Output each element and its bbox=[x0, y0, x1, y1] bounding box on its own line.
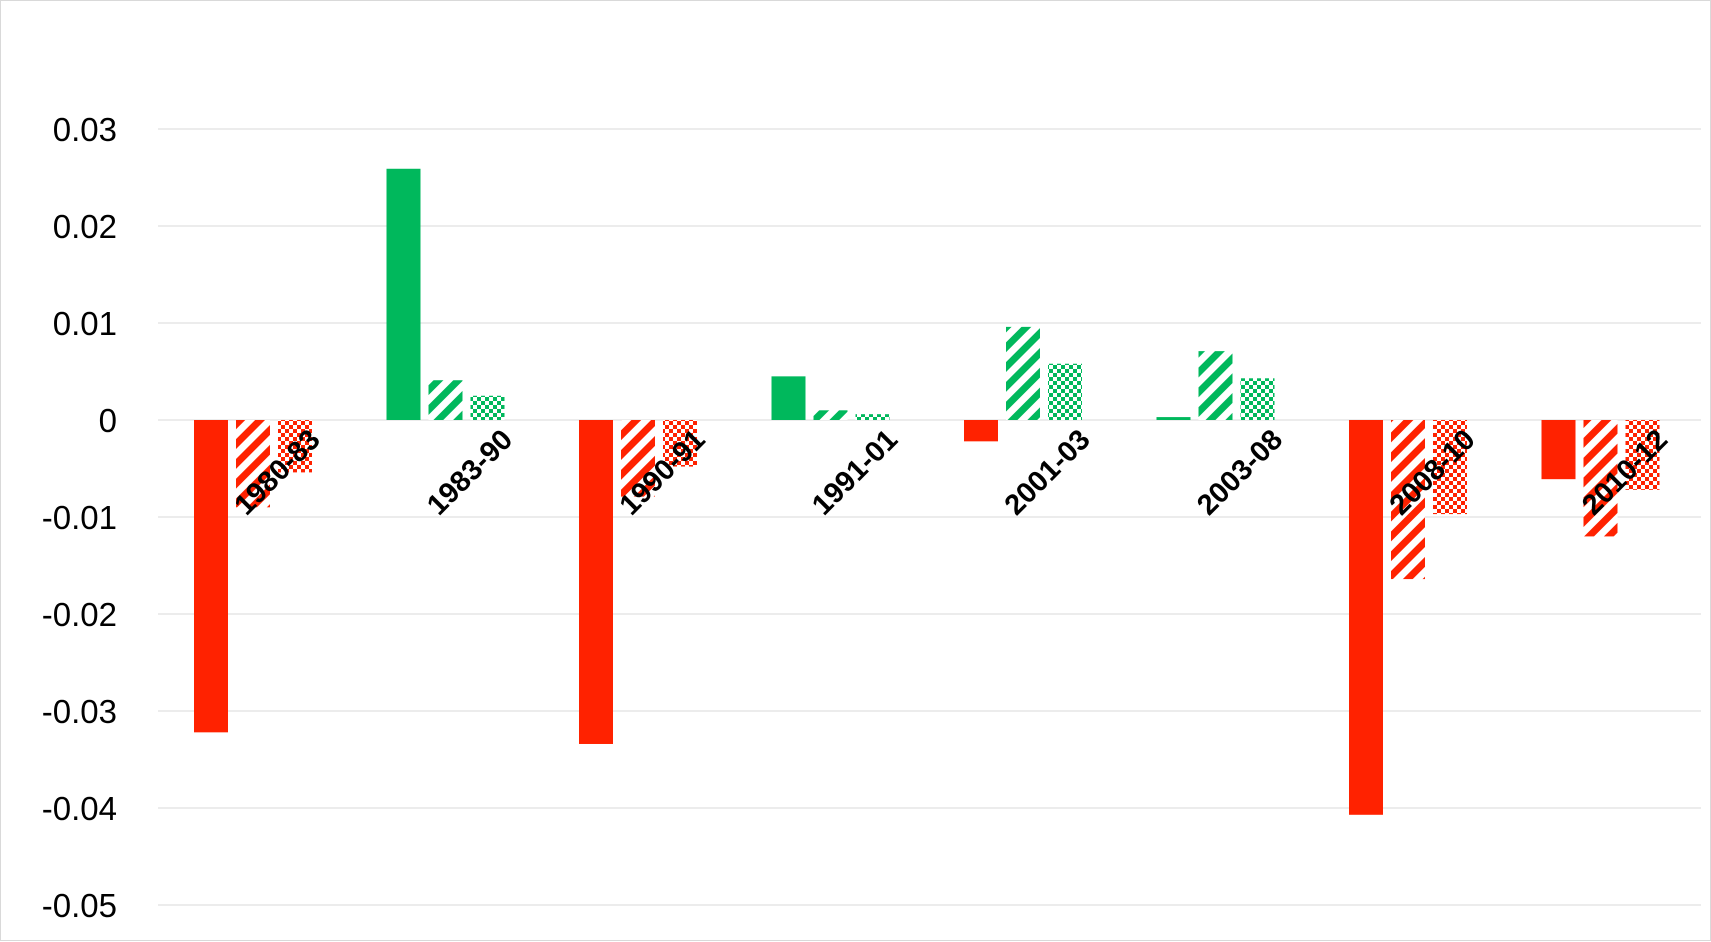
x-tick-label: 2001-03 bbox=[999, 424, 1097, 522]
bar-striped-2001-03 bbox=[1006, 326, 1040, 420]
bar-dotted-2003-08 bbox=[1240, 378, 1275, 420]
y-tick-label: 0 bbox=[99, 402, 117, 439]
bar-solid-2001-03 bbox=[964, 420, 998, 442]
y-tick-label: 0.01 bbox=[53, 305, 117, 342]
bar-dotted-1980-83 bbox=[278, 420, 312, 473]
y-tick-label: -0.02 bbox=[42, 596, 117, 633]
y-tick-label: -0.01 bbox=[42, 499, 117, 536]
x-tick-label: 1991-01 bbox=[806, 424, 904, 522]
bar-solid-1983-90 bbox=[386, 168, 421, 420]
bars bbox=[194, 168, 1660, 815]
bar-striped-1990-91 bbox=[621, 420, 655, 497]
bar-solid-1980-83 bbox=[194, 420, 228, 733]
bar-solid-1991-01 bbox=[771, 376, 806, 420]
y-tick-label: -0.04 bbox=[42, 790, 117, 827]
bar-solid-2008-10 bbox=[1349, 420, 1383, 815]
bar-dotted-1983-90 bbox=[470, 395, 505, 420]
bar-striped-1980-83 bbox=[236, 420, 270, 508]
bar-solid-2003-08 bbox=[1156, 417, 1191, 420]
bar-striped-1983-90 bbox=[428, 380, 463, 420]
bar-striped-1991-01 bbox=[813, 410, 848, 420]
y-tick-label: 0.02 bbox=[53, 208, 117, 245]
y-axis-tick-labels: 0.03 0.02 0.01 0 -0.01 -0.02 -0.03 -0.04 -0.05 bbox=[42, 111, 117, 924]
bar-solid-2010-12 bbox=[1541, 420, 1576, 480]
x-tick-label: 2003-08 bbox=[1191, 424, 1289, 522]
bar-striped-2008-10 bbox=[1391, 420, 1425, 580]
bar-dotted-1991-01 bbox=[855, 414, 890, 420]
y-tick-label: -0.05 bbox=[42, 887, 117, 924]
bar-striped-2010-12 bbox=[1583, 420, 1618, 537]
y-tick-label: -0.03 bbox=[42, 693, 117, 730]
bar-striped-2003-08 bbox=[1198, 351, 1233, 420]
y-tick-label: 0.03 bbox=[53, 111, 117, 148]
bar-dotted-1990-91 bbox=[663, 420, 697, 467]
bar-dotted-2008-10 bbox=[1433, 420, 1467, 515]
bar-solid-1990-91 bbox=[579, 420, 613, 744]
bar-dotted-2010-12 bbox=[1625, 420, 1660, 490]
x-tick-label: 1983-90 bbox=[421, 424, 519, 522]
bar-dotted-2001-03 bbox=[1048, 363, 1082, 420]
